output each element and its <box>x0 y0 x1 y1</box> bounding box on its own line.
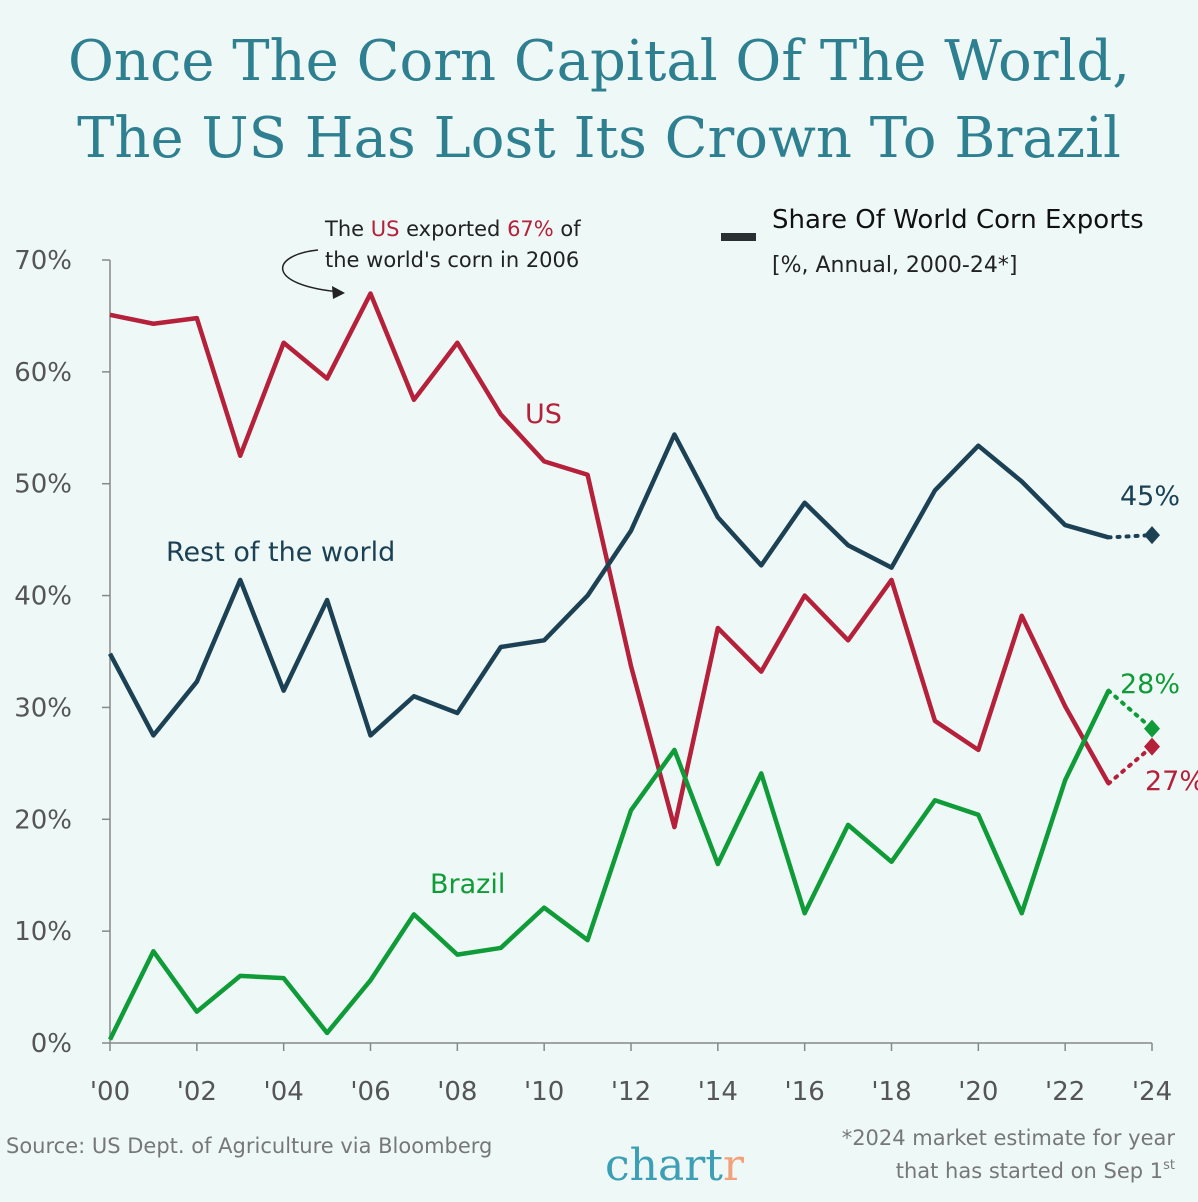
x-tick-label: '04 <box>264 1077 304 1107</box>
source-note: Source: US Dept. of Agriculture via Bloo… <box>6 1134 492 1158</box>
x-tick-label: '10 <box>524 1077 564 1107</box>
end-label-us: 27% <box>1145 766 1198 797</box>
y-tick-label: 40% <box>14 582 72 612</box>
y-tick-label: 10% <box>14 917 72 947</box>
x-tick-label: '18 <box>871 1077 911 1107</box>
x-tick-label: '12 <box>611 1077 651 1107</box>
x-tick-label: '06 <box>350 1077 390 1107</box>
x-tick-label: '16 <box>785 1077 825 1107</box>
footnote-sup: st <box>1163 1158 1175 1173</box>
annotation-line-1: The US exported 67% of <box>324 217 581 241</box>
series-label-brazil: Brazil <box>430 869 505 900</box>
series-label-us: US <box>525 399 562 430</box>
chartr-logo: chartr <box>605 1140 745 1191</box>
annotation-part: exported <box>399 217 507 241</box>
annotation-part: of <box>554 217 582 241</box>
y-tick-label: 60% <box>14 358 72 388</box>
x-tick-label: '20 <box>958 1077 998 1107</box>
annotation-arrowhead <box>332 286 345 299</box>
x-tick-label: '22 <box>1045 1077 1085 1107</box>
estimate-marker-brazil <box>1144 720 1160 738</box>
axes: 0% 10% 20% 30% 40% 50% 60% 70% '00 '02 '04 '06 '08 '1… <box>14 246 1172 1107</box>
legend-subtitle: [%, Annual, 2000-24*] <box>772 253 1017 278</box>
x-tick-label: '02 <box>177 1077 217 1107</box>
x-tick-label: '24 <box>1132 1077 1172 1107</box>
annotation-part: US <box>371 217 400 241</box>
legend-title: Share Of World Corn Exports <box>772 205 1144 235</box>
y-tick-label: 30% <box>14 693 72 723</box>
x-tick-label: '00 <box>90 1077 130 1107</box>
y-tick-label: 50% <box>14 470 72 500</box>
estimate-marker-rest-of-the-world <box>1144 526 1160 544</box>
annotation-part: The <box>324 217 371 241</box>
x-tick-label: '08 <box>437 1077 477 1107</box>
annotation-part: 67% <box>507 217 554 241</box>
series-line-brazil <box>110 691 1109 1040</box>
y-tick-label: 70% <box>14 246 72 276</box>
series-line-rest-of-the-world <box>110 434 1109 735</box>
legend-swatch <box>721 233 756 241</box>
series-lines: 27% 45% 28% <box>110 293 1198 1039</box>
end-label-rest-of-the-world: 45% <box>1120 481 1180 512</box>
title-line-1: Once The Corn Capital Of The World, <box>68 29 1130 94</box>
annotation-line-2: the world's corn in 2006 <box>325 248 579 272</box>
series-label-rest-of-world: Rest of the world <box>166 537 395 568</box>
estimate-marker-us <box>1144 738 1160 756</box>
footnote-line-1: *2024 market estimate for year <box>842 1126 1176 1150</box>
end-label-brazil: 28% <box>1120 669 1180 700</box>
y-tick-label: 20% <box>14 805 72 835</box>
footnote-text: that has started on Sep 1 <box>896 1159 1163 1183</box>
y-tick-label: 0% <box>31 1029 72 1059</box>
title-line-2: The US Has Lost Its Crown To Brazil <box>77 106 1121 171</box>
x-tick-label: '14 <box>698 1077 738 1107</box>
footnote-line-2: that has started on Sep 1st <box>896 1158 1175 1183</box>
